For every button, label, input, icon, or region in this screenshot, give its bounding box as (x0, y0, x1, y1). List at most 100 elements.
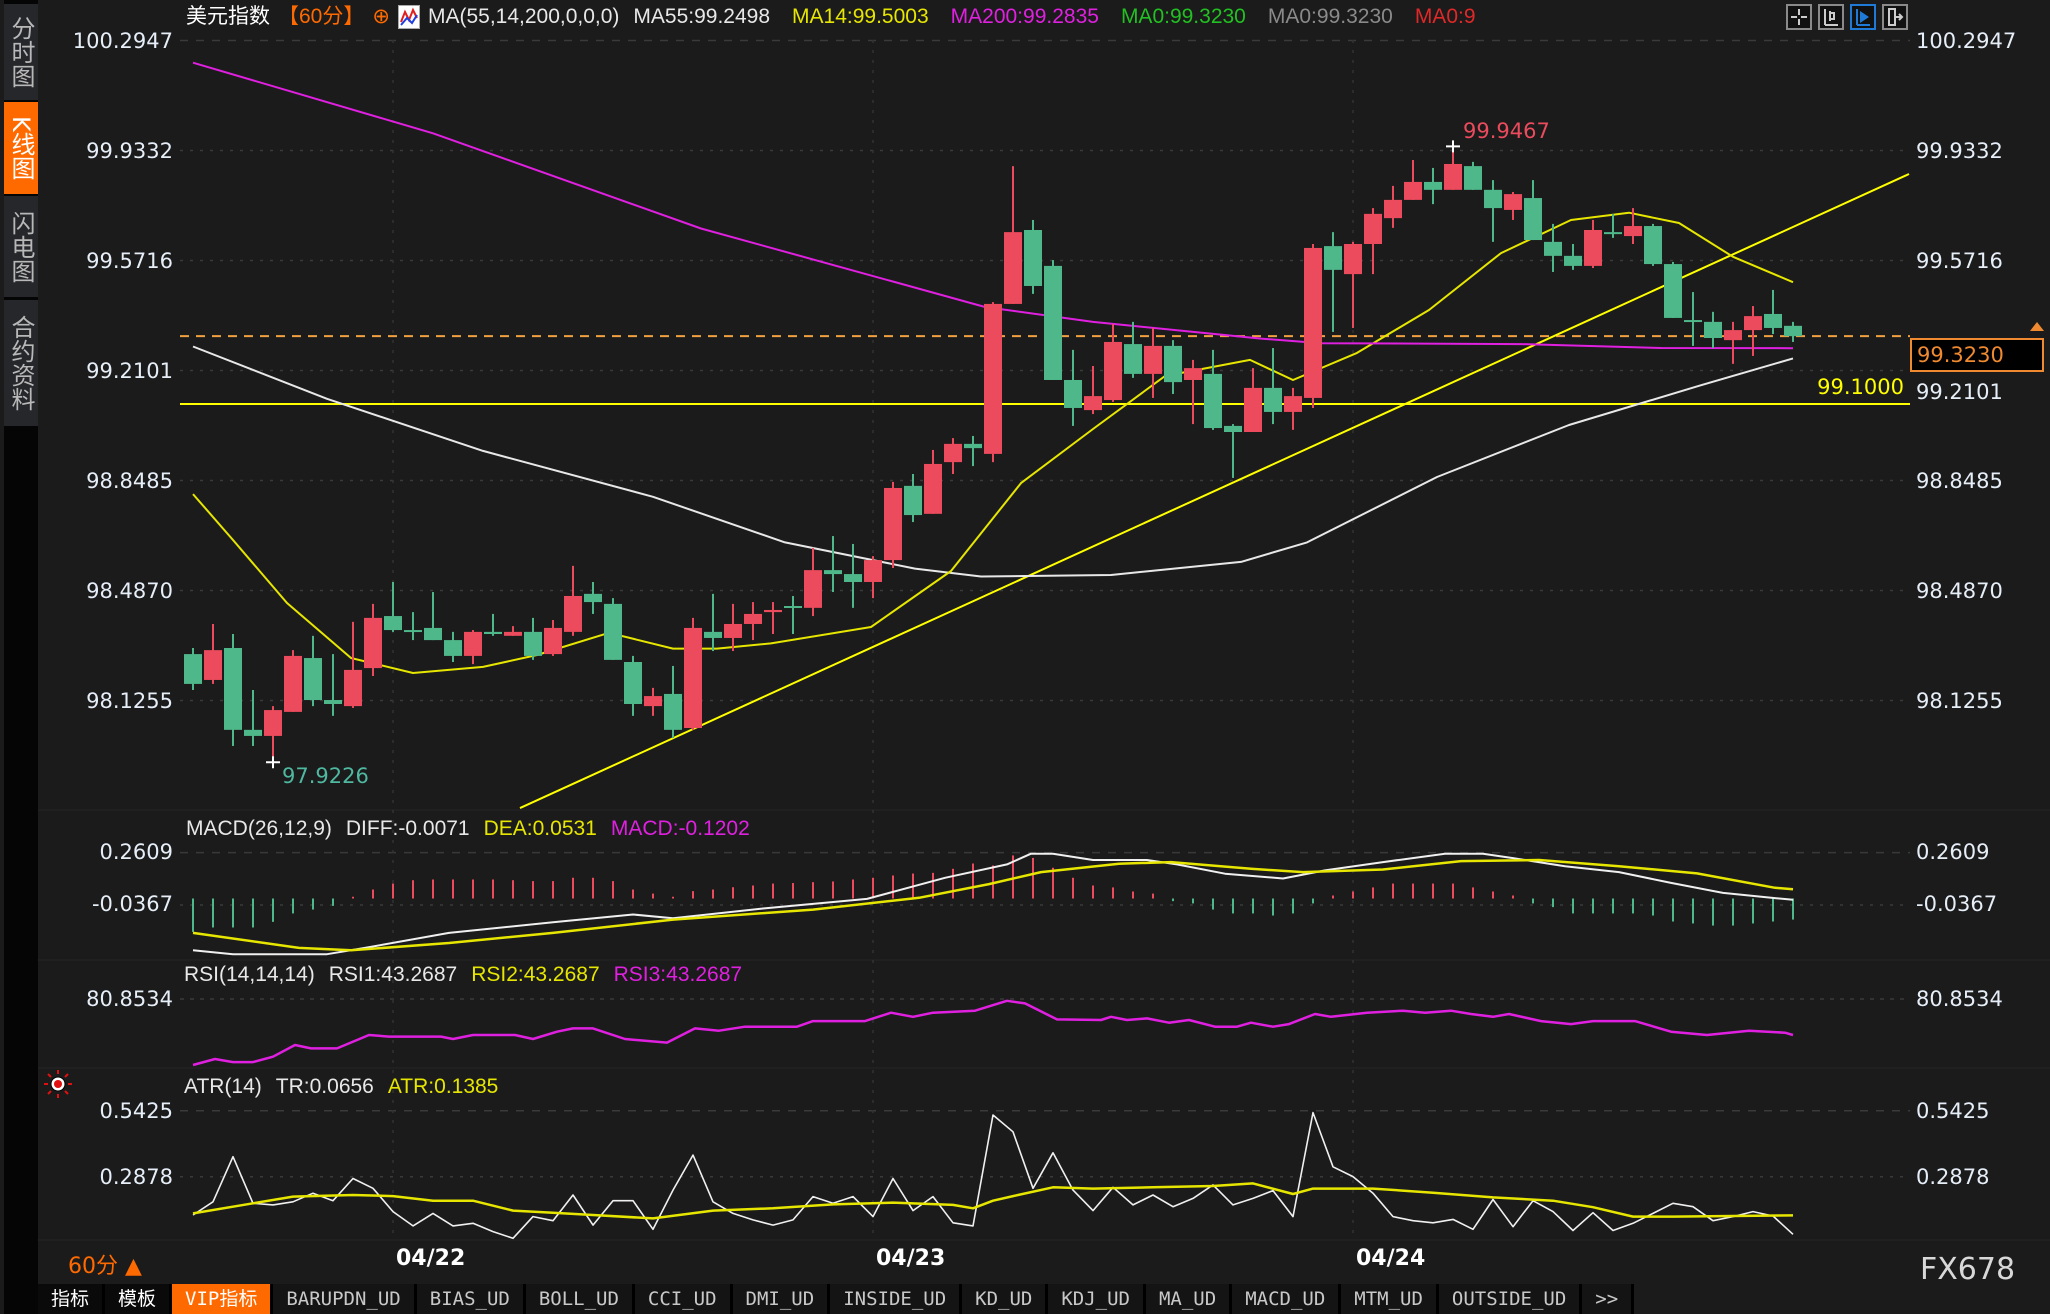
price-axis-label-left: 99.2101 (86, 359, 173, 383)
candle-body (664, 693, 682, 730)
atr-axis-label-right: 0.5425 (1916, 1099, 1990, 1123)
rsi-axis-label-right: 80.8534 (1916, 987, 2003, 1011)
candle-body (1544, 241, 1562, 256)
period-label[interactable]: 【60分】 (278, 5, 365, 28)
atr-tr-line (192, 1111, 1794, 1240)
tab-kd-ud[interactable]: KD_UD (962, 1284, 1046, 1314)
period-selector-label: 60分 (68, 1254, 118, 1279)
tab-indicators[interactable]: 指标 (38, 1284, 103, 1314)
price-axis-label-left: 99.9332 (86, 139, 173, 163)
header-legend: 美元指数 【60分】 ⊕ MA(55,14,200,0,0,0) MA55:99… (186, 4, 1476, 30)
candle-body (304, 658, 322, 701)
rsi3-value: RSI3:43.2687 (613, 963, 743, 986)
candle-body (1164, 345, 1182, 383)
crosshair-icon[interactable] (1786, 4, 1812, 30)
exit-icon[interactable] (1882, 4, 1908, 30)
price-axis-label-left: 98.1255 (86, 689, 173, 713)
ma55-value: MA55:99.2498 (633, 5, 771, 28)
price-axis-label-right: 98.1255 (1916, 689, 2003, 713)
candle-body (384, 616, 402, 631)
candle-body (704, 631, 722, 638)
rsi-axis-label-left: 80.8534 (86, 987, 173, 1011)
ma55-line (192, 345, 1794, 578)
macd-title: MACD(26,12,9) (186, 817, 332, 840)
current-price-value: 99.3230 (1917, 343, 2004, 367)
tab-kline-chart[interactable]: K线图 (4, 102, 38, 194)
candle-body (1584, 229, 1602, 266)
candle-body (584, 593, 602, 603)
candle-body (344, 669, 362, 707)
date-label: 04/24 (1356, 1246, 1426, 1271)
candle-body (464, 631, 482, 656)
atr-axis-label-left: 0.5425 (99, 1099, 173, 1123)
tab-outside-ud[interactable]: OUTSIDE_UD (1438, 1284, 1580, 1314)
price-axis-label-right: 100.2947 (1916, 29, 2017, 53)
candle-body (504, 631, 522, 636)
symbol-title: 美元指数 (186, 5, 270, 28)
tab-vip-indicators[interactable]: VIP指标 (172, 1284, 271, 1314)
tab-mtm-ud[interactable]: MTM_UD (1341, 1284, 1436, 1314)
atr-legend: ATR(14) TR:0.0656 ATR:0.1385 (184, 1074, 498, 1100)
period-toggle-icon[interactable]: ⊕ (372, 5, 390, 28)
candle-body (1764, 313, 1782, 328)
candle-body (1324, 246, 1342, 270)
tab-time-share-chart[interactable]: 分时图 (4, 4, 38, 100)
candle-body (1044, 265, 1062, 380)
macd-diff-line (192, 852, 1794, 956)
candle-body (564, 595, 582, 632)
tab-barupdn-ud[interactable]: BARUPDN_UD (273, 1284, 414, 1314)
price-axis-label-left: 100.2947 (72, 29, 173, 53)
tab-contract-info[interactable]: 合约资料 (4, 300, 38, 426)
candle-body (644, 696, 662, 707)
tab-templates[interactable]: 模板 (105, 1284, 170, 1314)
candle-body (1444, 163, 1462, 190)
candle-body (884, 487, 902, 561)
scroll-up-arrow-icon[interactable] (2030, 322, 2044, 331)
rsi-line (192, 999, 1794, 1067)
macd-axis-label-left: -0.0367 (91, 892, 173, 916)
candle-body (1664, 264, 1682, 318)
price-axis-label-right: 98.4870 (1916, 579, 2003, 603)
candle-body (1284, 396, 1302, 412)
support-line-label: 99.1000 (1817, 375, 1904, 399)
candle-body (844, 574, 862, 582)
tab-boll-ud[interactable]: BOLL_UD (525, 1284, 632, 1314)
rsi-legend: RSI(14,14,14) RSI1:43.2687 RSI2:43.2687 … (184, 962, 742, 988)
ma0-red-value: MA0:9 (1414, 5, 1476, 28)
macd-axis-label-left: 0.2609 (99, 840, 173, 864)
ma14-line (192, 211, 1794, 674)
tab-flash-chart[interactable]: 闪电图 (4, 196, 38, 297)
candle-body (1384, 199, 1402, 219)
date-label: 04/23 (876, 1246, 946, 1271)
candle-body (1644, 226, 1662, 265)
low-price-label: 97.9226 (282, 764, 369, 788)
candle-settings-icon[interactable] (1818, 4, 1844, 30)
candle-body (1564, 255, 1582, 266)
period-selector[interactable]: 60分 ▲ (68, 1248, 142, 1280)
candle-body (1344, 243, 1362, 275)
indicator-chart-icon[interactable] (397, 5, 420, 29)
price-axis-label-left: 99.5716 (86, 249, 173, 273)
tab-dmi-ud[interactable]: DMI_UD (732, 1284, 828, 1314)
tab-bias-ud[interactable]: BIAS_UD (416, 1284, 523, 1314)
macd-diff-value: DIFF:-0.0071 (345, 817, 470, 840)
alert-marker-icon[interactable] (44, 1070, 72, 1098)
candle-body (604, 603, 622, 660)
macd-dea-line (192, 858, 1794, 952)
tab-inside-ud[interactable]: INSIDE_UD (830, 1284, 960, 1314)
candle-body (1104, 341, 1122, 401)
tab-kdj-ud[interactable]: KDJ_UD (1048, 1284, 1143, 1314)
tab-cci-ud[interactable]: CCI_UD (634, 1284, 730, 1314)
tab-ma-ud[interactable]: MA_UD (1145, 1284, 1230, 1314)
more-tabs-button[interactable]: >> (1582, 1284, 1632, 1314)
candle-body (824, 570, 842, 575)
play-icon[interactable] (1850, 4, 1876, 30)
macd-dea-value: DEA:0.0531 (483, 817, 597, 840)
candle-body (904, 485, 922, 516)
tab-macd-ud[interactable]: MACD_UD (1232, 1284, 1339, 1314)
candle-body (224, 648, 242, 730)
candle-body (684, 627, 702, 729)
candle-body (1144, 345, 1162, 374)
price-axis-label-left: 98.4870 (86, 579, 173, 603)
